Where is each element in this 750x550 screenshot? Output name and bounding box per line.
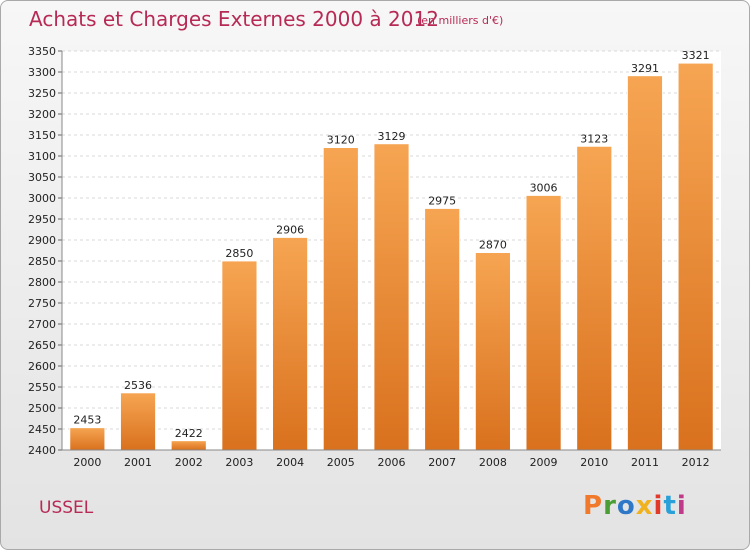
bar-value-label: 3120 [327,134,355,147]
x-tick-label: 2005 [327,456,355,469]
x-tick-label: 2007 [428,456,456,469]
logo-letter: x [635,491,654,521]
logo-letter: t [663,491,677,521]
bar [170,440,207,451]
y-tick-label: 3100 [28,150,56,163]
bar-value-label: 2850 [225,247,253,260]
x-tick-label: 2000 [73,456,101,469]
y-tick-label: 3200 [28,108,56,121]
logo-letter: P [583,491,604,521]
y-tick-label: 2750 [28,297,56,310]
logo-letter: r [603,491,617,521]
y-tick-label: 2450 [28,423,56,436]
gridlines [62,50,721,451]
y-tick-label: 2800 [28,276,56,289]
bar-value-label: 2422 [175,427,203,440]
chart-subtitle: (en milliers d'€) [417,14,504,27]
bar-value-label: 3129 [378,130,406,143]
bar [221,260,258,451]
x-tick-label: 2004 [276,456,304,469]
bar-value-label: 2536 [124,379,152,392]
logo-letter: i [676,491,687,521]
x-tick-label: 2001 [124,456,152,469]
y-tick-label: 3000 [28,192,56,205]
proxiti-logo[interactable]: Proxiti [583,491,687,521]
y-tick-label: 2650 [28,339,56,352]
bar [627,75,663,451]
bar-value-label: 3321 [682,49,710,62]
bars: 2453 2536 2422 2850 2906 3120 3129 2975 2870 3006… [69,49,714,451]
bar [272,237,309,451]
x-tick-label: 2008 [479,456,507,469]
y-tick-label: 2850 [28,255,56,268]
x-tick-label: 2010 [580,456,608,469]
y-axis: 2400 2450 2500 2550 2600 2650 2700 2750 2800 2850… [28,45,63,457]
y-tick-label: 2400 [28,444,56,457]
y-tick-label: 2950 [28,213,56,226]
y-tick-label: 2500 [28,402,56,415]
bar-value-label: 2453 [73,414,101,427]
bar [373,143,410,451]
city-label: USSEL [39,498,94,518]
logo-letter: i [653,491,664,521]
chart-title: Achats et Charges Externes 2000 à 2012 [29,7,439,31]
y-tick-label: 3150 [28,129,56,142]
x-tick-label: 2006 [378,456,406,469]
x-axis: 2000 2001 2002 2003 2004 2005 2006 2007 2008 2009… [62,449,721,469]
y-tick-label: 3050 [28,171,56,184]
x-tick-label: 2003 [225,456,253,469]
bar [322,147,359,451]
bar [677,62,714,451]
logo-letter: o [616,491,636,521]
y-tick-label: 3300 [28,66,56,79]
bar [120,392,156,451]
bar [525,195,562,451]
bar-value-label: 3123 [580,132,608,145]
bar-value-label: 3291 [631,62,659,75]
y-tick-label: 2550 [28,381,56,394]
bar [69,427,106,451]
x-tick-label: 2012 [682,456,710,469]
y-tick-label: 2700 [28,318,56,331]
y-tick-label: 3250 [28,87,56,100]
bar-value-label: 2975 [428,195,456,208]
x-tick-label: 2011 [631,456,659,469]
bar-value-label: 2906 [276,223,304,236]
y-tick-label: 2900 [28,234,56,247]
y-tick-label: 2600 [28,360,56,373]
bar [424,208,461,451]
bar-value-label: 2870 [479,239,507,252]
x-tick-label: 2009 [530,456,558,469]
x-tick-label: 2002 [175,456,203,469]
bar [576,145,613,451]
bar [474,252,511,451]
y-tick-label: 3350 [28,45,56,58]
bar-value-label: 3006 [530,181,558,194]
